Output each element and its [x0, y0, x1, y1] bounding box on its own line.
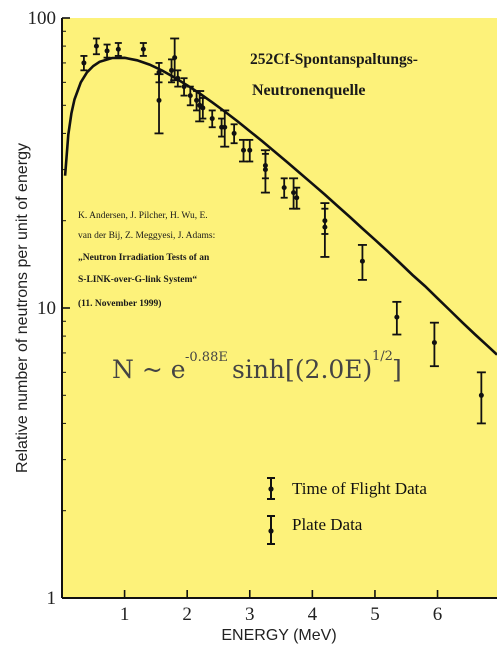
x-tick-label: 6 [433, 604, 443, 625]
plot-area [62, 18, 497, 598]
y-tick-label: 1 [47, 588, 57, 609]
equation-base: N ~ e [112, 355, 186, 384]
equation-close: ] [392, 355, 402, 384]
plate-data-point [320, 202, 330, 258]
legend-label-plate-data: Plate Data [292, 515, 363, 534]
y-axis-title: Relative number of neutrons per unit of … [14, 143, 31, 473]
x-tick-label: 2 [182, 604, 192, 625]
data-points [80, 37, 486, 425]
chart-title-line-1: 252Cf-Spontanspaltungs- [250, 51, 418, 68]
y-tick-label: 100 [28, 8, 57, 29]
plate-data-point [220, 109, 230, 148]
citation-line-4: S-LINK-over-G-link System“ [78, 274, 197, 285]
legend-marker-plate-data [267, 515, 275, 545]
tof-data-point [92, 37, 100, 56]
plate-data-point [260, 149, 270, 194]
y-tick-label: 10 [37, 298, 56, 319]
equation-exponent-2: 1/2 [372, 349, 393, 364]
plate-data-point [357, 244, 367, 281]
citation-line-2: van der Bij, Z. Meggyesi, J. Adams: [78, 231, 215, 241]
plate-data-point [239, 138, 249, 163]
plate-data-point [429, 321, 439, 368]
plate-data-point [170, 37, 180, 82]
equation-sinh: sinh[(2.0E) [232, 355, 372, 384]
chart-title-line-2: Neutronenquelle [252, 82, 365, 99]
tof-data-point [180, 77, 188, 97]
citation-line-5: (11. November 1999) [78, 298, 161, 309]
citation-line-1: K. Andersen, J. Pilcher, H. Wu, E. [78, 211, 208, 221]
tof-data-point [186, 85, 194, 107]
equation-exponent-1: -0.88E [185, 350, 228, 365]
x-tick-label: 4 [308, 604, 318, 625]
plate-data-point [154, 73, 164, 135]
legend-label-time-of-flight: Time of Flight Data [292, 479, 427, 498]
x-tick-label: 5 [370, 604, 380, 625]
x-tick-label: 3 [245, 604, 255, 625]
tof-data-point [168, 58, 176, 84]
tof-data-point [80, 55, 88, 72]
tof-data-point [230, 123, 238, 145]
tof-data-point [103, 43, 111, 59]
tof-data-point [280, 177, 288, 199]
plate-data-point [195, 90, 205, 123]
plate-data-point [289, 177, 299, 210]
x-axis-title: ENERGY (MeV) [221, 627, 336, 644]
axis-ticks: 1 2 3 4 5 6 1 10 100 [28, 8, 443, 625]
x-tick-label: 1 [120, 604, 130, 625]
tof-data-point [208, 109, 216, 129]
plate-data-point [392, 300, 402, 336]
fit-equation: N ~ e -0.88E sinh[(2.0E) 1/2 ] [112, 349, 402, 384]
tof-data-point [114, 42, 122, 57]
legend: Time of Flight Data Plate Data [267, 477, 427, 545]
fit-curve [63, 56, 497, 356]
citation-line-3: „Neutron Irradiation Tests of an [78, 253, 210, 263]
legend-marker-time-of-flight [267, 477, 275, 500]
tof-data-point [139, 42, 147, 57]
plate-data-point [476, 371, 486, 425]
